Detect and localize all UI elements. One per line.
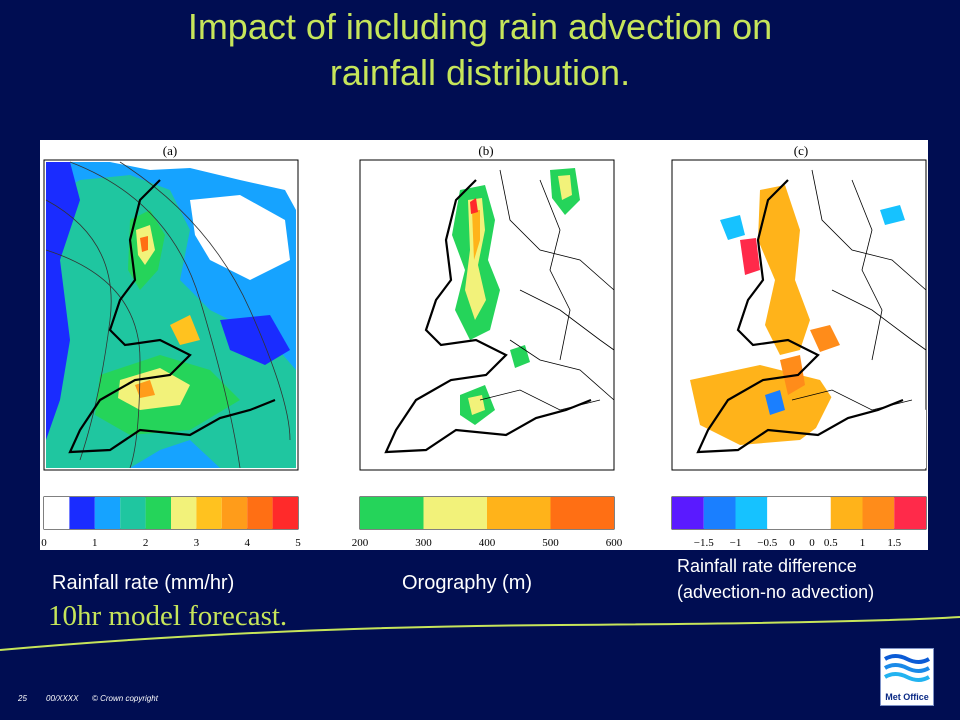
forecast-note: 10hr model forecast. — [48, 600, 288, 632]
panel-c-tick: 0 — [809, 537, 815, 549]
panel-c-colorbar-swatch-4 — [767, 497, 799, 529]
panel-a-colorbar: 0 1 2 3 4 5 — [41, 496, 301, 549]
panel-c-colorbar-swatch-2 — [703, 497, 736, 529]
panel-c-label: (c) — [794, 143, 808, 158]
panel-c-colorbar: −1.5 −1 −0.5 0 0 0.5 1 1.5 — [671, 496, 927, 549]
panel-b-tick: 300 — [415, 537, 432, 549]
panel-b: (b) — [352, 143, 623, 549]
decorative-swoosh — [0, 616, 960, 651]
panel-b-tick: 400 — [479, 537, 496, 549]
panel-a-colorbar-swatch-2 — [69, 497, 95, 529]
footer-copyright: © Crown copyright — [92, 694, 158, 703]
footer-page-number: 25 — [18, 694, 27, 703]
slide-title-line2: rainfall distribution. — [329, 52, 631, 93]
panel-c-tick: −1 — [730, 537, 742, 549]
panel-c-tick: −1.5 — [694, 537, 714, 549]
panel-a-tick: 0 — [41, 537, 47, 549]
panel-a-colorbar-swatch-1 — [44, 497, 70, 529]
panel-c-map — [671, 159, 927, 471]
panel-a-colorbar-swatch-7 — [196, 497, 222, 529]
met-office-logo-label: Met Office — [885, 692, 929, 702]
panel-a-tick: 3 — [194, 537, 200, 549]
met-office-waves-icon — [883, 654, 931, 682]
panel-c-colorbar-swatch-5 — [799, 497, 831, 529]
panel-a-colorbar-swatch-8 — [221, 497, 248, 529]
slide-title-line1: Impact of including rain advection on — [187, 6, 773, 47]
panel-c-tick: −0.5 — [757, 537, 777, 549]
panel-a-map — [43, 159, 299, 471]
panel-a-label: (a) — [163, 143, 177, 158]
panel-b-label: (b) — [478, 143, 493, 158]
panel-c-tick: 1 — [860, 537, 866, 549]
panel-c-caption-line1: Rainfall rate difference — [677, 556, 857, 576]
panel-c-caption-line2: (advection-no advection) — [677, 582, 875, 602]
panel-c-colorbar-swatch-1 — [672, 497, 704, 529]
panel-c-colorbar-swatch-8 — [894, 497, 926, 529]
panel-a-colorbar-swatch-6 — [171, 497, 197, 529]
panel-a-colorbar-swatch-9 — [247, 497, 273, 529]
panel-a-tick: 4 — [244, 537, 250, 549]
panel-c-tick: 1.5 — [887, 537, 901, 549]
met-office-logo: Met Office — [880, 648, 934, 706]
footer-doc-code: 00/XXXX — [46, 694, 79, 703]
panel-b-tick: 200 — [352, 537, 369, 549]
panel-c-colorbar-swatch-7 — [862, 497, 895, 529]
panel-b-colorbar-swatch-4 — [550, 497, 614, 529]
panel-c: (c) — [671, 143, 927, 549]
figure-panels: (a) — [40, 140, 928, 550]
panel-a-colorbar-swatch-3 — [94, 497, 121, 529]
panel-b-colorbar-swatch-3 — [487, 497, 551, 529]
panel-b-tick: 500 — [542, 537, 559, 549]
panel-b-colorbar-swatch-2 — [423, 497, 487, 529]
panel-c-caption: Rainfall rate difference (advection-no a… — [677, 553, 874, 605]
panel-c-colorbar-swatch-6 — [830, 497, 863, 529]
panel-a-colorbar-swatch-5 — [145, 497, 171, 529]
panel-b-tick: 600 — [606, 537, 623, 549]
panel-b-colorbar-swatch-1 — [360, 497, 424, 529]
panel-a-tick: 5 — [295, 537, 301, 549]
panel-b-caption: Orography (m) — [402, 572, 533, 594]
panel-a-colorbar-swatch-4 — [120, 497, 146, 529]
panel-c-tick: 0 — [789, 537, 795, 549]
panel-c-colorbar-swatch-3 — [735, 497, 768, 529]
panel-c-tick: 0.5 — [824, 537, 838, 549]
panel-a-caption: Rainfall rate (mm/hr) — [52, 572, 235, 594]
panel-a-colorbar-swatch-10 — [272, 497, 298, 529]
panel-a-tick: 2 — [143, 537, 149, 549]
panel-b-colorbar: 200 300 400 500 600 — [352, 496, 623, 549]
panel-a: (a) — [41, 143, 301, 549]
panel-a-tick: 1 — [92, 537, 98, 549]
slide-title: Impact of including rain advection on ra… — [60, 4, 900, 96]
panel-b-map — [359, 159, 615, 471]
